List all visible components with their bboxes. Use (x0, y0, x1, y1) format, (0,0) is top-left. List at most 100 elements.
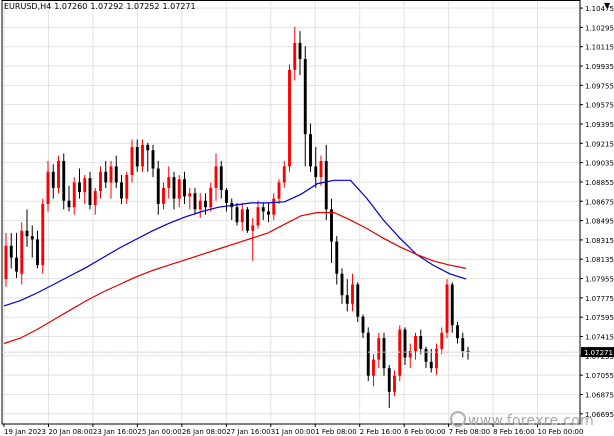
candle-body (62, 161, 66, 201)
candle-body (303, 59, 307, 135)
candle-body (398, 329, 402, 376)
x-tick-label: 10 Feb 00:00 (538, 428, 584, 436)
close-price: 1.07271 (162, 2, 196, 11)
candle-body (466, 351, 470, 353)
candle-body (382, 338, 386, 369)
candle-body (83, 178, 87, 193)
candle-body (335, 241, 339, 274)
candle-body (246, 209, 249, 231)
candle-body (15, 257, 18, 272)
candle-body (440, 332, 444, 349)
watermark-logo-icon (450, 411, 466, 427)
x-tick-label: 26 Jan 08:00 (182, 428, 226, 436)
candle-body (393, 375, 396, 392)
y-tick-label: 1.09755 (585, 82, 614, 90)
candle-body (57, 161, 60, 188)
candle-body (235, 207, 239, 223)
candle-body (125, 174, 129, 199)
y-tick-label: 1.09395 (585, 121, 614, 129)
x-tick-label: 7 Feb 08:00 (449, 428, 490, 436)
y-tick-label: 1.10295 (585, 24, 614, 32)
y-tick-label: 1.10475 (585, 5, 614, 13)
watermark: www.forexre.com (450, 411, 594, 429)
plot-area (2, 0, 580, 424)
y-tick-label: 1.07595 (585, 314, 614, 322)
candle-body (251, 225, 255, 231)
candle-body (41, 203, 45, 266)
candle-body (324, 161, 328, 210)
candle-body (450, 284, 454, 326)
candle-body (345, 295, 349, 304)
x-tick-label: 25 Jan 00:00 (137, 428, 181, 436)
candle-body (240, 209, 244, 223)
y-tick-label: 1.08675 (585, 198, 614, 206)
candle-body (403, 329, 407, 358)
candle-body (172, 177, 176, 199)
symbol-caption: EURUSD,H4 1.07260 1.07292 1.07252 1.07271 (4, 2, 199, 11)
candle-body (162, 187, 165, 204)
candle-body (277, 182, 281, 199)
candle-body (193, 193, 197, 210)
candle-body (183, 179, 186, 197)
collapse-arrow-icon[interactable]: ▼ (604, 1, 611, 10)
candle-body (72, 182, 76, 208)
candle-body (256, 207, 260, 226)
candle-body (356, 284, 360, 317)
candle-body (435, 348, 438, 369)
candle-body (167, 177, 171, 188)
candle-body (351, 284, 354, 304)
y-tick-label: 1.09215 (585, 140, 614, 148)
watermark-text: www.forexre.com (468, 413, 595, 429)
y-tick-label: 1.06875 (585, 391, 614, 399)
candle-body (177, 179, 181, 199)
open-price: 1.07260 (54, 2, 88, 11)
candle-body (319, 161, 323, 178)
candle-body (109, 166, 113, 183)
candle-body (130, 147, 134, 175)
candle-body (46, 171, 50, 204)
y-tick-label: 1.08315 (585, 237, 614, 245)
candle-body (361, 316, 365, 333)
candle-body (25, 230, 29, 237)
current-price-marker (581, 347, 614, 358)
candle-body (340, 273, 344, 296)
x-tick-label: 19 Jan 2023 (4, 428, 46, 436)
candle-body (314, 166, 318, 178)
candle-body (387, 368, 391, 392)
candle-body (204, 200, 207, 208)
candle-body (377, 338, 381, 360)
moving-average-fast (3, 179, 467, 307)
candle-body (67, 200, 71, 208)
candle-body (30, 236, 34, 240)
x-tick-label: 23 Jan 16:00 (93, 428, 137, 436)
candle-body (309, 134, 312, 167)
candle-body (445, 284, 449, 333)
x-tick-label: 6 Feb 00:00 (404, 428, 445, 436)
candle-body (225, 189, 228, 203)
candle-body (293, 42, 297, 70)
candle-body (366, 332, 370, 376)
candle-body (261, 207, 265, 212)
candle-body (99, 171, 102, 192)
candle-body (151, 150, 155, 169)
candle-body (104, 171, 108, 183)
candle-body (456, 325, 459, 339)
candle-body (135, 147, 139, 167)
y-tick-label: 1.08135 (585, 256, 614, 264)
candle-body (114, 166, 118, 183)
candle-body (9, 245, 13, 258)
candle-body (120, 182, 123, 199)
y-tick-label: 1.07415 (585, 334, 614, 342)
y-tick-label: 1.10115 (585, 44, 614, 52)
candle-body (408, 351, 412, 358)
candle-body (372, 359, 375, 376)
y-tick-label: 1.07955 (585, 276, 614, 284)
symbol-name: EURUSD,H4 (4, 2, 52, 11)
candle-body (267, 211, 270, 215)
candle-body (419, 335, 423, 349)
candle-body (141, 144, 144, 167)
plot-frame (1, 0, 581, 425)
x-tick-label: 20 Jan 08:00 (48, 428, 92, 436)
